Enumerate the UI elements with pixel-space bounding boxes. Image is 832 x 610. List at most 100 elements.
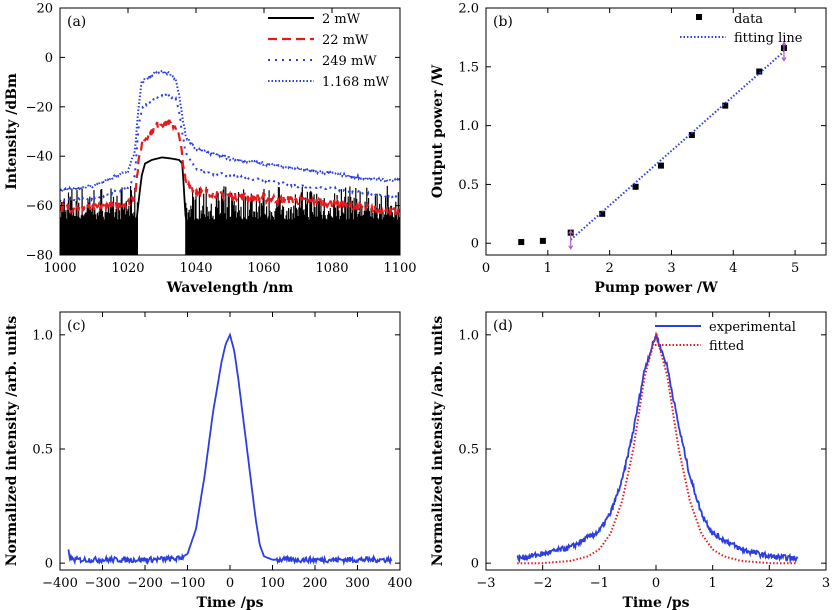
legend-label: fitted [709,339,744,354]
x-tick-label: −400 [42,576,78,591]
axes-frame [485,7,827,256]
series-249-mw [60,91,400,204]
legend: experimental fitted [655,320,796,354]
x-tick-label: −100 [170,576,206,591]
x-tick-label: 1 [709,576,717,591]
legend-label: 22 mW [322,33,369,48]
y-axis-label: Intensity /dBm [4,73,20,190]
x-tick-label: −200 [127,576,163,591]
plot-area [516,331,799,565]
y-tick-label: 2.0 [458,2,479,17]
legend: 2 mW 22 mW 249 mW 1.168 mW [268,12,390,90]
data-point [518,239,525,246]
x-tick-label: 4 [729,261,737,276]
x-tick-label: 2 [765,576,773,591]
panel-d: −3 −2 −1 0 1 2 3 0 0.5 1.0 Time /ps Normalized inte… [430,311,830,610]
y-tick-label: 0 [471,237,479,252]
legend-label: experimental [709,320,796,335]
y-axis-label: Output power /W [430,65,446,199]
x-tick-label: 100 [260,576,285,591]
x-axis-label: Wavelength /nm [166,280,294,296]
panel-tag: (b) [493,14,513,30]
series-1-168-mw [60,69,400,195]
x-tick-label: 300 [345,576,370,591]
x-axis-label: Time /ps [196,595,263,610]
fit-endpoint-marker [568,229,574,250]
y-tick-label: 0.5 [458,178,479,193]
x-tick-label: 1080 [315,261,348,276]
y-tick-label: 0.5 [32,442,53,457]
data-point [722,102,729,109]
axes-frame [485,311,827,571]
y-tick-label: −80 [26,249,53,264]
y-axis-label: Normalized intensity /arb. units [430,316,446,567]
plot-area [518,44,787,246]
x-tick-label: 3 [667,261,675,276]
series-fitting-line [570,50,785,241]
x-tick-label: 0 [482,261,490,276]
data-point [657,162,664,169]
series-2-mw-noise [60,185,400,255]
x-tick-label: 0 [652,576,660,591]
y-tick-label: 1.0 [458,119,479,134]
x-tick-label: 400 [388,576,413,591]
data-point [756,68,763,75]
x-tick-label: 5 [791,261,799,276]
x-tick-label: −1 [590,576,609,591]
axes-frame [59,7,401,256]
x-tick-label: −3 [476,576,495,591]
legend-label: 2 mW [322,12,361,27]
x-tick-label: 2 [605,261,613,276]
x-tick-label: 200 [303,576,328,591]
y-tick-label: 0 [471,557,479,572]
y-axis-label: Normalized intensity /arb. units [4,316,20,567]
fit-endpoint-marker [781,41,787,62]
data-point [539,237,546,244]
legend-label: 1.168 mW [322,75,390,90]
panel-a: 1000 1020 1040 1060 1080 1100 −80 −60 −40 −20 0 20 W… [4,2,417,297]
panel-tag: (d) [493,318,513,334]
x-tick-label: 1100 [383,261,416,276]
panel-c: −400 −300 −200 −100 0 100 200 300 400 0 0.5 1.0 Time… [4,311,413,610]
axes-frame [59,311,401,571]
series-autocorrelation [67,332,393,566]
x-tick-label: −2 [533,576,552,591]
legend-label: data [734,12,763,27]
y-tick-label: 0 [45,51,53,66]
x-tick-label: 1 [544,261,552,276]
x-tick-label: −300 [85,576,121,591]
y-tick-label: 0.5 [458,442,479,457]
y-tick-label: −60 [26,199,53,214]
x-tick-label: 0 [226,576,234,591]
data-point [599,210,606,217]
y-tick-label: 0 [45,557,53,572]
plot-area [60,69,400,255]
x-tick-label: 1040 [179,261,212,276]
series-2-mw [60,156,400,222]
x-axis-label: Pump power /W [594,280,718,296]
panel-tag: (a) [67,14,86,30]
y-tick-label: 1.0 [458,328,479,343]
series-22-mw [60,118,400,218]
panel-b: 0 1 2 3 4 5 0 0.5 1.0 1.5 2.0 Pump power /W Output p… [430,2,827,296]
x-tick-label: 1020 [111,261,144,276]
x-axis-label: Time /ps [622,595,689,610]
legend-label: 249 mW [322,54,377,69]
y-tick-label: 1.0 [32,328,53,343]
y-tick-label: 20 [36,2,53,17]
legend-marker [696,14,702,20]
data-point [632,183,639,190]
x-tick-label: 1000 [43,261,76,276]
legend-label: fitting line [734,31,803,46]
x-tick-label: 1060 [247,261,280,276]
y-tick-label: 1.5 [458,60,479,75]
y-tick-label: −40 [26,150,53,165]
panel-tag: (c) [67,318,86,334]
data-point [688,132,695,139]
series-experimental [516,332,799,564]
x-tick-label: 3 [822,576,830,591]
series-fitted [517,331,798,565]
plot-area [67,332,393,566]
legend: data fitting line [680,12,803,46]
